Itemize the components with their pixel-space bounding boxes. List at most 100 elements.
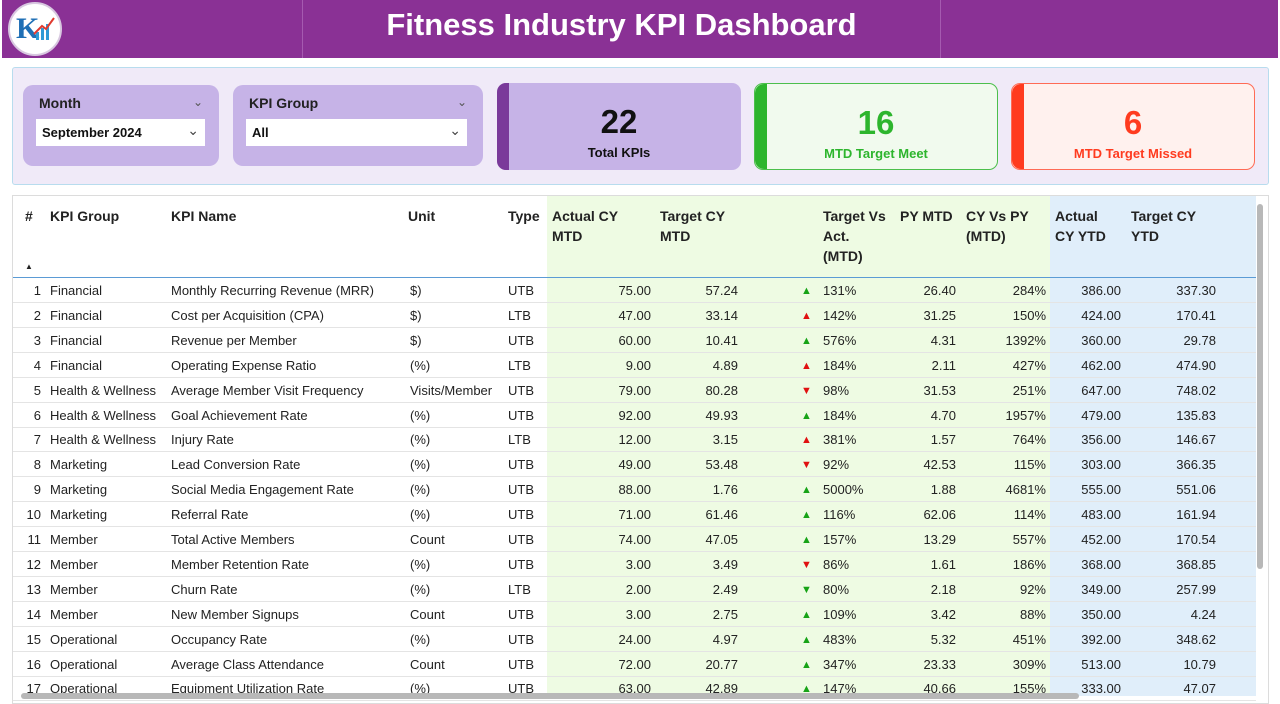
col-header-type[interactable]: Type [508, 208, 540, 224]
col-header-num[interactable]: # [25, 208, 33, 224]
chevron-down-icon[interactable]: ⌄ [192, 95, 203, 109]
header-bar: K Fitness Industry KPI Dashboard [2, 0, 1278, 58]
row-num: 12 [26, 556, 41, 572]
row-target-cy-ytd: 146.67 [1176, 432, 1216, 448]
row-actual-cy-mtd: 72.00 [618, 656, 651, 672]
row-num: 16 [26, 656, 41, 672]
row-kpi-group: Financial [50, 307, 103, 323]
row-type: UTB [508, 556, 534, 572]
row-target-cy-ytd: 748.02 [1176, 382, 1216, 398]
kpi-group-dropdown-value: All [252, 125, 269, 140]
row-unit: (%) [410, 681, 431, 697]
chevron-down-icon[interactable]: ⌄ [187, 122, 199, 138]
row-kpi-group: Financial [50, 332, 103, 348]
row-actual-cy-ytd: 647.00 [1081, 382, 1121, 398]
row-actual-cy-mtd: 47.00 [618, 307, 651, 323]
row-py-mtd: 26.40 [923, 283, 956, 298]
row-actual-cy-mtd: 12.00 [618, 432, 651, 448]
table-row[interactable]: 3 Financial Revenue per Member $) UTB 60.00 10… [13, 328, 1256, 353]
chevron-down-icon[interactable]: ⌄ [449, 122, 461, 138]
row-actual-cy-mtd: 63.00 [618, 681, 651, 697]
kpi-group-dropdown[interactable]: All ⌄ [246, 119, 467, 146]
table-row[interactable]: 17 Operational Equipment Utilization Rate (… [13, 676, 1256, 702]
sort-ascending-icon[interactable]: ▲ [25, 262, 33, 271]
table-row[interactable]: 4 Financial Operating Expense Ratio (%) LTB 9… [13, 353, 1256, 378]
row-actual-cy-ytd: 303.00 [1081, 457, 1121, 473]
row-py-mtd: 1.88 [930, 482, 956, 498]
row-cy-vs-py: 155% [1012, 681, 1046, 697]
row-cy-vs-py: 309% [1012, 656, 1046, 672]
row-unit: (%) [410, 357, 431, 373]
row-actual-cy-ytd: 452.00 [1081, 532, 1121, 547]
row-num: 3 [33, 332, 41, 348]
row-py-mtd: 4.70 [930, 407, 956, 423]
table-row[interactable]: 6 Health & Wellness Goal Achievement Rate (… [13, 403, 1256, 428]
row-type: UTB [508, 382, 534, 398]
row-kpi-group: Member [50, 606, 98, 622]
horizontal-scrollbar[interactable] [21, 693, 1079, 699]
row-cy-vs-py: 427% [1012, 357, 1046, 373]
table-row[interactable]: 5 Health & Wellness Average Member Visit F… [13, 378, 1256, 403]
col-header-kpi-group[interactable]: KPI Group [50, 208, 120, 224]
col-header-target-vs-act[interactable]: Target Vs Act. (MTD) [823, 208, 886, 264]
row-actual-cy-mtd: 79.00 [618, 382, 651, 398]
table-row[interactable]: 13 Member Churn Rate (%) LTB 2.00 2.49 ▼ 80% 2.18… [13, 577, 1256, 602]
table-row[interactable]: 15 Operational Occupancy Rate (%) UTB 24.00 4.… [13, 627, 1256, 652]
row-kpi-name: Goal Achievement Rate [171, 407, 308, 423]
table-row[interactable]: 1 Financial Monthly Recurring Revenue (MRR… [13, 278, 1256, 303]
table-row[interactable]: 11 Member Total Active Members Count UTB 74.0… [13, 527, 1256, 552]
col-header-unit[interactable]: Unit [408, 208, 436, 224]
table-row[interactable]: 12 Member Member Retention Rate (%) UTB 3.00 3… [13, 552, 1256, 577]
row-target-cy-ytd: 551.06 [1176, 482, 1216, 498]
vertical-scrollbar[interactable] [1257, 204, 1263, 569]
row-unit: (%) [410, 407, 431, 423]
row-target-cy-ytd: 366.35 [1176, 457, 1216, 473]
row-num: 7 [33, 432, 41, 448]
row-target-vs-act: 576% [823, 332, 857, 348]
row-py-mtd: 2.18 [930, 581, 956, 597]
row-target-cy-ytd: 368.85 [1176, 556, 1216, 572]
chevron-down-icon[interactable]: ⌄ [456, 95, 467, 109]
row-target-cy-mtd: 47.05 [705, 532, 738, 547]
col-header-cy-vs-py[interactable]: CY Vs PY (MTD) [966, 208, 1029, 244]
row-type: UTB [508, 606, 534, 622]
row-target-vs-act: 147% [823, 681, 857, 697]
row-cy-vs-py: 451% [1012, 631, 1046, 647]
row-unit: Count [410, 532, 445, 547]
row-cy-vs-py: 92% [1019, 581, 1046, 597]
table-row[interactable]: 2 Financial Cost per Acquisition (CPA) $) LT… [13, 303, 1256, 328]
row-kpi-group: Marketing [50, 482, 108, 498]
table-row[interactable]: 8 Marketing Lead Conversion Rate (%) UTB 49.0… [13, 452, 1256, 478]
row-target-cy-ytd: 135.83 [1176, 407, 1216, 423]
row-py-mtd: 42.53 [923, 457, 956, 473]
table-row[interactable]: 16 Operational Average Class Attendance Cou… [13, 652, 1256, 677]
table-row[interactable]: 10 Marketing Referral Rate (%) UTB 71.00 61.46… [13, 502, 1256, 528]
row-type: UTB [508, 482, 534, 498]
summary-panel: Month ⌄ September 2024 ⌄ KPI Group ⌄ All… [12, 67, 1269, 185]
row-kpi-name: New Member Signups [171, 606, 299, 622]
col-header-target-cy-mtd[interactable]: Target CY MTD [660, 208, 726, 244]
col-header-actual-cy-ytd[interactable]: Actual CY YTD [1055, 208, 1106, 244]
row-py-mtd: 31.25 [923, 307, 956, 323]
row-num: 15 [26, 631, 41, 647]
row-target-cy-ytd: 348.62 [1176, 631, 1216, 647]
row-target-cy-ytd: 474.90 [1176, 357, 1216, 373]
row-type: UTB [508, 332, 534, 348]
row-target-cy-mtd: 2.49 [712, 581, 738, 597]
month-slicer-label: Month [39, 95, 81, 111]
month-dropdown[interactable]: September 2024 ⌄ [36, 119, 205, 146]
row-kpi-group: Financial [50, 283, 103, 298]
col-header-target-cy-ytd[interactable]: Target CY YTD [1131, 208, 1197, 244]
table-row[interactable]: 14 Member New Member Signups Count UTB 3.00 2.… [13, 602, 1256, 627]
col-header-py-mtd[interactable]: PY MTD [900, 208, 953, 224]
row-kpi-group: Member [50, 581, 98, 597]
table-row[interactable]: 9 Marketing Social Media Engagement Rate (%… [13, 477, 1256, 503]
row-kpi-name: Occupancy Rate [171, 631, 268, 647]
col-header-kpi-name[interactable]: KPI Name [171, 208, 237, 224]
row-target-vs-act: 184% [823, 407, 857, 423]
col-header-actual-cy-mtd[interactable]: Actual CY MTD [552, 208, 619, 244]
row-target-cy-mtd: 3.15 [712, 432, 738, 448]
row-kpi-name: Total Active Members [171, 532, 295, 547]
table-row[interactable]: 7 Health & Wellness Injury Rate (%) LTB 12.00… [13, 427, 1256, 453]
row-target-cy-mtd: 80.28 [705, 382, 738, 398]
